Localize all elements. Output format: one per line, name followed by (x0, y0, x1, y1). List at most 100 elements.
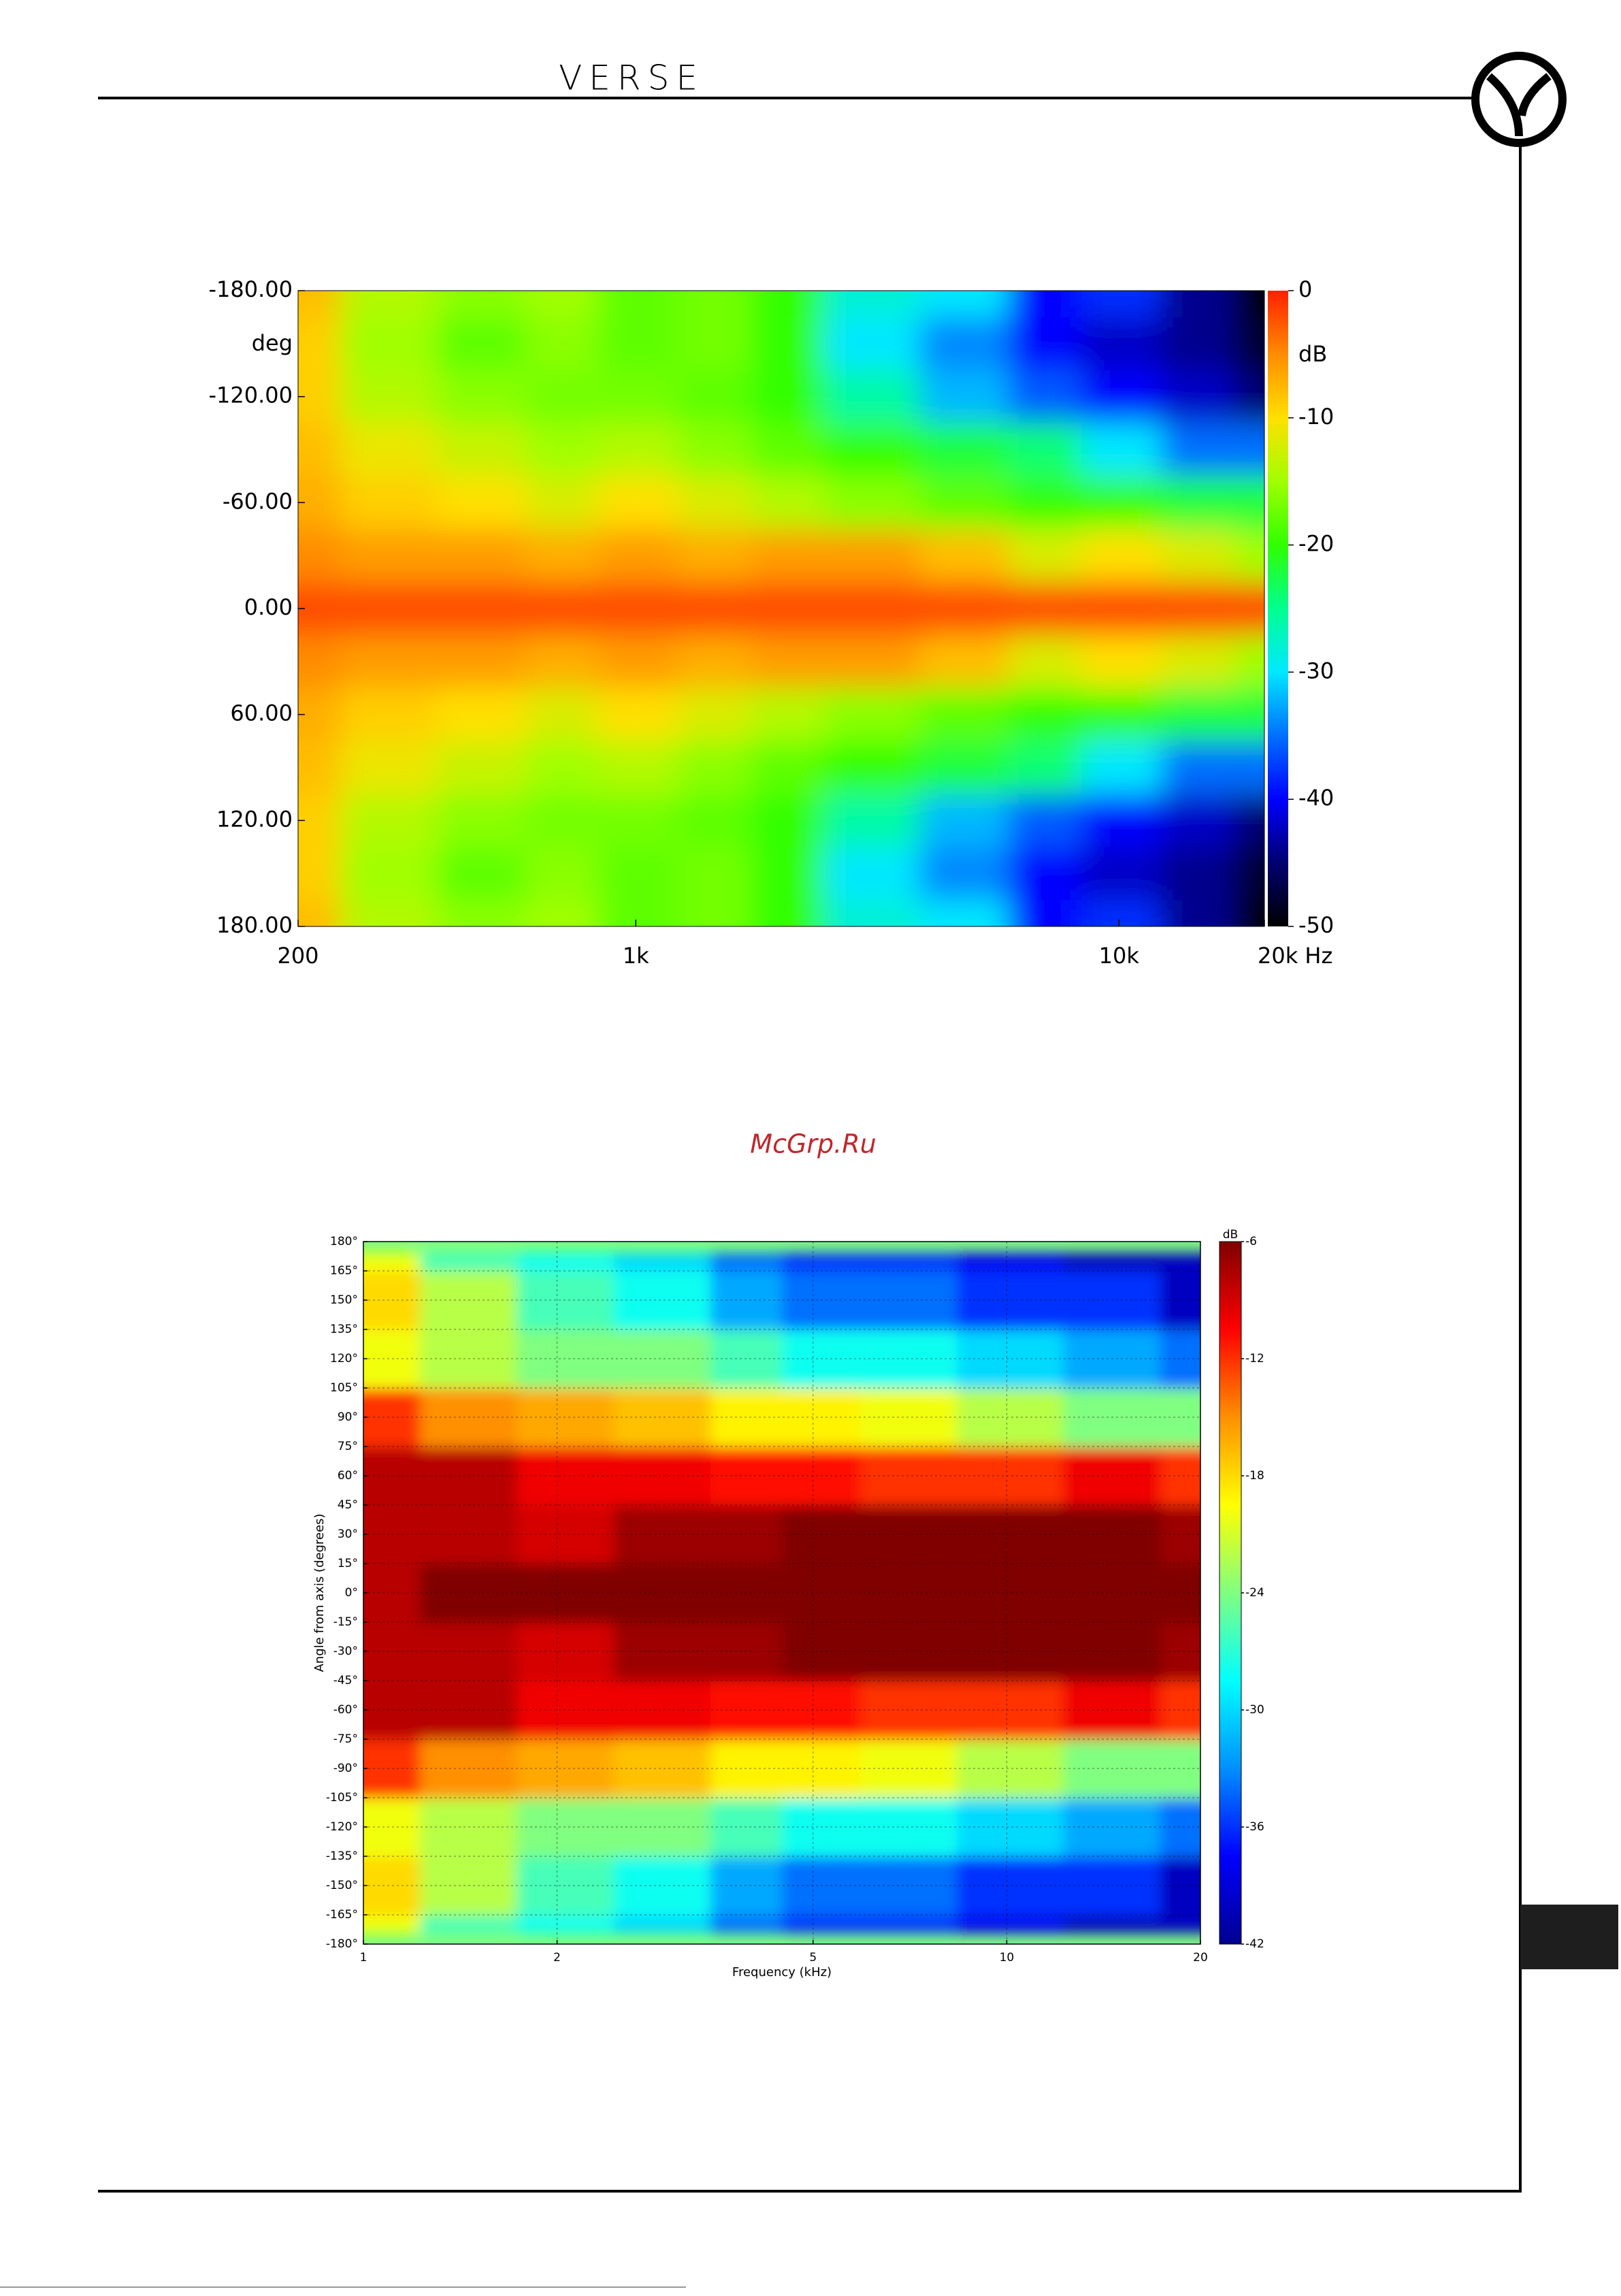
heat-cell (525, 317, 600, 371)
heat-cell (1081, 900, 1162, 926)
heat-cell (598, 688, 679, 742)
heat-cell (1081, 476, 1162, 530)
heat-cell (1009, 847, 1083, 901)
heat-cell (1009, 634, 1083, 689)
heat-cell (678, 476, 752, 530)
y-tick-label: -180° (326, 1937, 358, 1951)
heatmap (298, 291, 1264, 926)
heat-cell (436, 291, 527, 318)
heat-cell (613, 1388, 712, 1447)
heat-cell (678, 634, 752, 689)
heat-cell (957, 1798, 1064, 1857)
heat-cell (598, 847, 679, 901)
heat-cell (598, 634, 679, 689)
heat-cell (436, 582, 527, 636)
heat-cell (1081, 847, 1162, 901)
y-tick-label: 165° (330, 1264, 358, 1278)
heat-cell (340, 900, 438, 926)
y-tick-label: -60° (333, 1703, 358, 1717)
logo-mark (1486, 73, 1552, 137)
y-tick-label: -150° (326, 1879, 358, 1892)
heat-cell (823, 370, 921, 424)
heat-cell (919, 529, 1010, 583)
heat-cell (957, 1271, 1064, 1330)
heat-cell (1009, 291, 1083, 318)
x-tick-label: 200 (277, 943, 318, 969)
heat-cell (1081, 688, 1162, 742)
x-tick-label: 1k (623, 943, 649, 969)
colorbar-tick-label: 0 (1298, 276, 1312, 302)
heat-cell (751, 847, 825, 901)
heat-cell (1081, 423, 1162, 477)
heat-cell (517, 1915, 615, 1933)
heat-cell (1081, 634, 1162, 689)
colorbar-tick-label: -10 (1298, 404, 1334, 430)
colorbar-tick-label: -18 (1245, 1469, 1264, 1483)
heat-cell (1234, 370, 1264, 424)
heat-cell (751, 529, 825, 583)
heat-cell (1234, 794, 1264, 848)
heat-cell (1161, 582, 1235, 636)
heat-cell (1161, 476, 1235, 530)
heat-cell (525, 582, 600, 636)
heat-cell (525, 291, 600, 318)
heat-cell (710, 1915, 783, 1933)
heat-cell (919, 900, 1010, 926)
heat-cell (957, 1505, 1064, 1564)
heat-cell (919, 847, 1010, 901)
heat-cell (919, 634, 1010, 689)
heat-cell (678, 688, 752, 742)
heat-cell (1161, 423, 1235, 477)
colorbar-tick-label: -30 (1298, 658, 1334, 683)
heat-cell (751, 476, 825, 530)
heat-cell (525, 529, 600, 583)
heat-cell (1234, 317, 1264, 371)
y-tick-label: 75° (338, 1440, 358, 1453)
brand: VERSE (559, 59, 704, 98)
heat-cell (710, 1253, 783, 1272)
y-tick-label: -90° (333, 1762, 358, 1775)
heat-cell (678, 370, 752, 424)
heat-cell (751, 688, 825, 742)
heat-cell (957, 1388, 1064, 1447)
heat-cell (598, 529, 679, 583)
heat-cell (613, 1915, 712, 1933)
y-tick-label: -120.00 (208, 383, 293, 408)
heat-cell (1234, 741, 1264, 795)
heat-cell (613, 1798, 712, 1857)
heat-cell (420, 1915, 518, 1933)
heat-cell (436, 476, 527, 530)
heat-cell (919, 291, 1010, 318)
heat-cell (919, 370, 1010, 424)
heat-cell (957, 1329, 1064, 1389)
heat-cell (340, 317, 438, 371)
heat-cell (298, 900, 342, 926)
heat-cell (678, 900, 752, 926)
heat-cell (613, 1622, 712, 1681)
heat-cell (613, 1329, 712, 1389)
heat-cell (751, 794, 825, 848)
heat-cell (751, 423, 825, 477)
heat-cell (919, 476, 1010, 530)
heat-cell (919, 688, 1010, 742)
y-tick-label: -120° (326, 1820, 358, 1834)
heat-cell (823, 317, 921, 371)
y-tick-label: 45° (338, 1498, 358, 1512)
heat-cell (1009, 423, 1083, 477)
heat-cell (1160, 1253, 1200, 1272)
heat-cell (1234, 847, 1264, 901)
heat-cell (919, 741, 1010, 795)
heat-cell (678, 847, 752, 901)
heat-cell (1161, 741, 1235, 795)
heat-cell (957, 1856, 1064, 1915)
heat-cell (1234, 582, 1264, 636)
heat-cell (613, 1856, 712, 1915)
heat-cell (919, 794, 1010, 848)
heat-cell (751, 291, 825, 318)
heat-cell (1081, 582, 1162, 636)
heat-cell (1234, 688, 1264, 742)
heat-cell (823, 476, 921, 530)
y-tick-label: -105° (326, 1791, 358, 1805)
heat-cell (525, 423, 600, 477)
